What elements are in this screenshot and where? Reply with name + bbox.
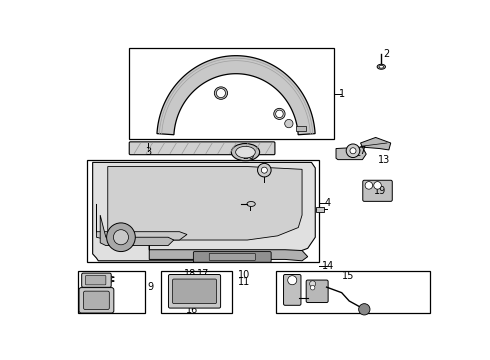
Text: 14: 14	[321, 261, 334, 270]
Text: 16: 16	[186, 305, 198, 315]
Circle shape	[288, 276, 297, 285]
Circle shape	[310, 281, 316, 287]
Circle shape	[276, 110, 283, 118]
FancyBboxPatch shape	[79, 288, 114, 313]
Ellipse shape	[379, 66, 384, 68]
Polygon shape	[361, 138, 391, 150]
Ellipse shape	[236, 146, 255, 158]
FancyBboxPatch shape	[194, 252, 271, 262]
FancyBboxPatch shape	[169, 275, 220, 308]
Text: 8: 8	[293, 203, 299, 213]
Bar	[77, 270, 146, 314]
Text: 10: 10	[238, 270, 250, 280]
Text: 1: 1	[339, 90, 345, 99]
FancyBboxPatch shape	[209, 253, 255, 260]
Text: 4: 4	[325, 198, 331, 208]
Text: 7: 7	[359, 146, 366, 156]
Bar	[161, 270, 232, 314]
FancyBboxPatch shape	[85, 275, 106, 285]
FancyBboxPatch shape	[82, 273, 111, 287]
Circle shape	[350, 148, 356, 154]
Polygon shape	[157, 56, 315, 135]
Text: 11: 11	[238, 277, 250, 287]
Ellipse shape	[231, 144, 260, 161]
Polygon shape	[108, 167, 302, 240]
Text: 5: 5	[287, 177, 293, 187]
Ellipse shape	[247, 202, 255, 207]
FancyBboxPatch shape	[306, 280, 328, 302]
Ellipse shape	[377, 64, 386, 69]
Circle shape	[359, 303, 370, 315]
Polygon shape	[100, 215, 174, 246]
Polygon shape	[149, 246, 308, 261]
Circle shape	[107, 223, 135, 252]
Polygon shape	[336, 147, 366, 159]
Ellipse shape	[274, 108, 285, 120]
Circle shape	[346, 144, 360, 158]
Circle shape	[365, 182, 372, 189]
Bar	[128, 48, 334, 139]
Text: 19: 19	[374, 186, 387, 196]
Circle shape	[217, 89, 225, 98]
FancyBboxPatch shape	[284, 275, 301, 305]
FancyBboxPatch shape	[363, 180, 392, 201]
Polygon shape	[93, 162, 315, 261]
Text: 12: 12	[350, 148, 362, 158]
Circle shape	[374, 182, 381, 189]
Ellipse shape	[285, 120, 293, 128]
Circle shape	[113, 230, 128, 245]
Text: 20: 20	[242, 151, 254, 161]
Ellipse shape	[214, 87, 227, 99]
Text: 9: 9	[147, 282, 153, 292]
Bar	[296, 126, 306, 131]
Bar	[316, 207, 324, 212]
Text: 17: 17	[197, 269, 210, 279]
FancyBboxPatch shape	[172, 279, 217, 303]
Text: 18: 18	[183, 269, 196, 279]
Circle shape	[310, 285, 315, 290]
Text: 3: 3	[146, 147, 151, 157]
Text: 15: 15	[343, 271, 355, 281]
Text: 6: 6	[266, 204, 272, 214]
Circle shape	[261, 167, 268, 173]
Text: 2: 2	[383, 49, 390, 59]
Bar	[276, 270, 430, 314]
Bar	[87, 159, 319, 262]
Text: 13: 13	[378, 155, 391, 165]
FancyBboxPatch shape	[84, 291, 109, 310]
FancyBboxPatch shape	[129, 142, 275, 155]
Circle shape	[258, 163, 271, 177]
Polygon shape	[97, 204, 187, 240]
